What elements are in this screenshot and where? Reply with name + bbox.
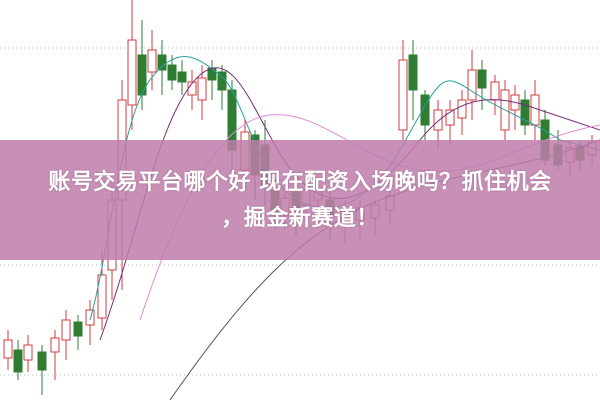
candle-body	[127, 39, 137, 106]
candle-body	[177, 71, 187, 83]
candle-body	[398, 59, 408, 131]
candle-body	[157, 54, 167, 71]
candle-body	[520, 99, 530, 126]
candle-body	[197, 77, 207, 101]
candle-body	[530, 94, 540, 126]
candle-body	[23, 344, 33, 361]
candle-body	[433, 109, 443, 131]
candle-body	[147, 49, 157, 73]
headline-text: 账号交易平台哪个好 现在配资入场晚吗？抓住机会 ，掘金新赛道！	[0, 165, 600, 237]
candle-body	[13, 349, 23, 373]
headline-banner	[0, 140, 600, 260]
candle-body	[61, 319, 71, 341]
candle-body	[50, 337, 60, 353]
candle-body	[85, 309, 95, 326]
candle-body	[467, 69, 477, 101]
candle-body	[207, 67, 217, 81]
candle-body	[137, 54, 147, 96]
candle-body	[167, 64, 177, 81]
candle-body	[490, 81, 500, 101]
candle-body	[97, 274, 107, 319]
headline-line-1: 账号交易平台哪个好 现在配资入场晚吗？抓住机会	[48, 170, 552, 195]
candle-body	[457, 99, 467, 119]
candle-body	[408, 54, 418, 91]
headline-line-2: ，掘金新赛道！	[221, 206, 379, 231]
candle-body	[445, 109, 455, 126]
candle-body	[73, 321, 83, 337]
candle-body	[37, 351, 47, 371]
candle-body	[420, 94, 430, 126]
candle-body	[3, 339, 13, 359]
candle-body	[477, 69, 487, 89]
